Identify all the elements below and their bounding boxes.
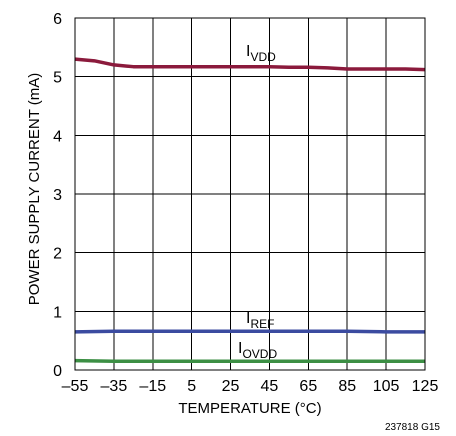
frame-layer xyxy=(74,17,426,371)
plot-area-frame xyxy=(74,17,426,371)
y-tick-label: 2 xyxy=(53,246,62,263)
y-tick-label: 4 xyxy=(53,128,62,145)
x-tick-label: –55 xyxy=(62,378,89,395)
series-label-iref: IREF xyxy=(246,310,274,331)
series-label-iovdd: IOVDD xyxy=(238,340,277,361)
series-label-ivdd: IVDD xyxy=(246,43,276,64)
series-line-iovdd xyxy=(74,358,425,363)
x-tick-label: 125 xyxy=(412,378,439,395)
grid-layer xyxy=(75,18,425,370)
y-tick-label: 5 xyxy=(53,70,62,87)
x-tick-label: –15 xyxy=(139,378,166,395)
series-line-iref xyxy=(74,329,425,334)
series-line-ivdd xyxy=(74,57,426,72)
x-tick-label: 25 xyxy=(222,378,240,395)
y-axis-label: POWER SUPPLY CURRENT (mA) xyxy=(26,73,43,306)
figure-reference-code: 237818 G15 xyxy=(385,422,440,433)
x-tick-label: 65 xyxy=(299,378,317,395)
y-tick-label: 6 xyxy=(53,11,62,28)
series-label-layer: IVDD IREF IOVDD xyxy=(238,43,277,361)
y-tick-label: 3 xyxy=(53,187,62,204)
x-tick-label: 45 xyxy=(261,378,279,395)
x-tick-label: 105 xyxy=(373,378,400,395)
y-tick-label: 0 xyxy=(53,363,62,380)
y-tick-label: 1 xyxy=(53,304,62,321)
x-tick-label: 5 xyxy=(187,378,196,395)
x-tick-label: 85 xyxy=(338,378,356,395)
x-axis-label: TEMPERATURE (°C) xyxy=(178,400,321,417)
series-layer xyxy=(74,57,426,363)
x-tick-label: –35 xyxy=(101,378,128,395)
